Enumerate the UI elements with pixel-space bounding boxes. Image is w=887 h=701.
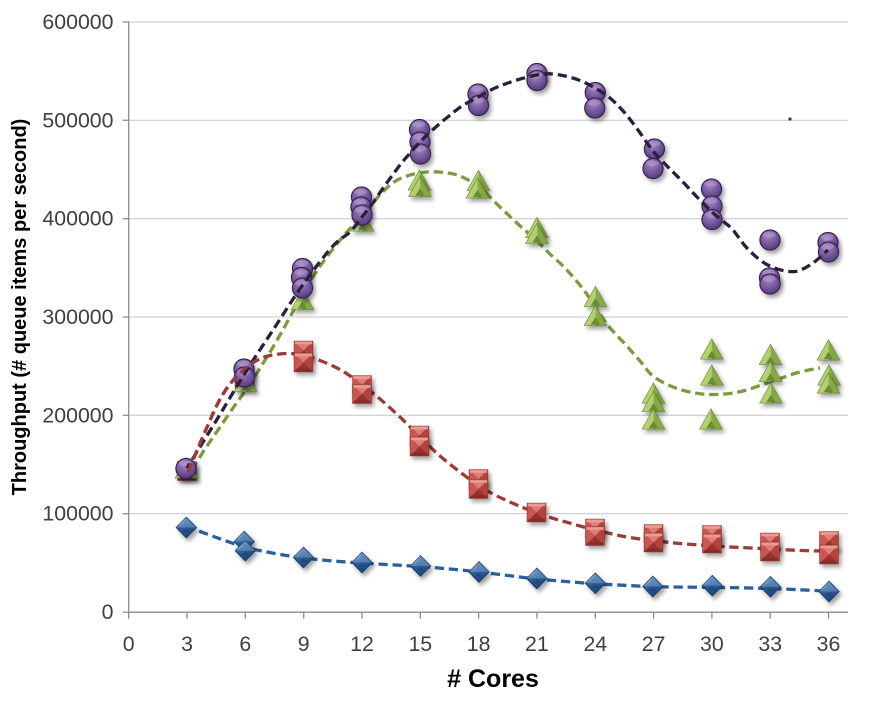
svg-text:0: 0 bbox=[102, 600, 114, 624]
svg-text:3: 3 bbox=[181, 632, 193, 656]
svg-text:36: 36 bbox=[817, 632, 841, 656]
svg-text:300000: 300000 bbox=[42, 305, 113, 329]
svg-text:6: 6 bbox=[239, 632, 251, 656]
svg-text:24: 24 bbox=[583, 632, 607, 656]
svg-text:27: 27 bbox=[642, 632, 666, 656]
svg-text:600000: 600000 bbox=[42, 10, 113, 34]
svg-text:100000: 100000 bbox=[42, 502, 113, 526]
svg-text:200000: 200000 bbox=[42, 403, 113, 427]
svg-text:15: 15 bbox=[408, 632, 432, 656]
svg-text:21: 21 bbox=[525, 632, 549, 656]
svg-text:9: 9 bbox=[298, 632, 310, 656]
svg-text:400000: 400000 bbox=[42, 207, 113, 231]
svg-text:500000: 500000 bbox=[42, 108, 113, 132]
svg-text:Throughput (# queue items per: Throughput (# queue items per second) bbox=[9, 119, 31, 496]
svg-text:# Cores: # Cores bbox=[447, 665, 539, 693]
svg-text:30: 30 bbox=[700, 632, 724, 656]
svg-text:0: 0 bbox=[123, 632, 135, 656]
svg-text:33: 33 bbox=[758, 632, 782, 656]
svg-text:18: 18 bbox=[467, 632, 491, 656]
svg-text:12: 12 bbox=[350, 632, 374, 656]
